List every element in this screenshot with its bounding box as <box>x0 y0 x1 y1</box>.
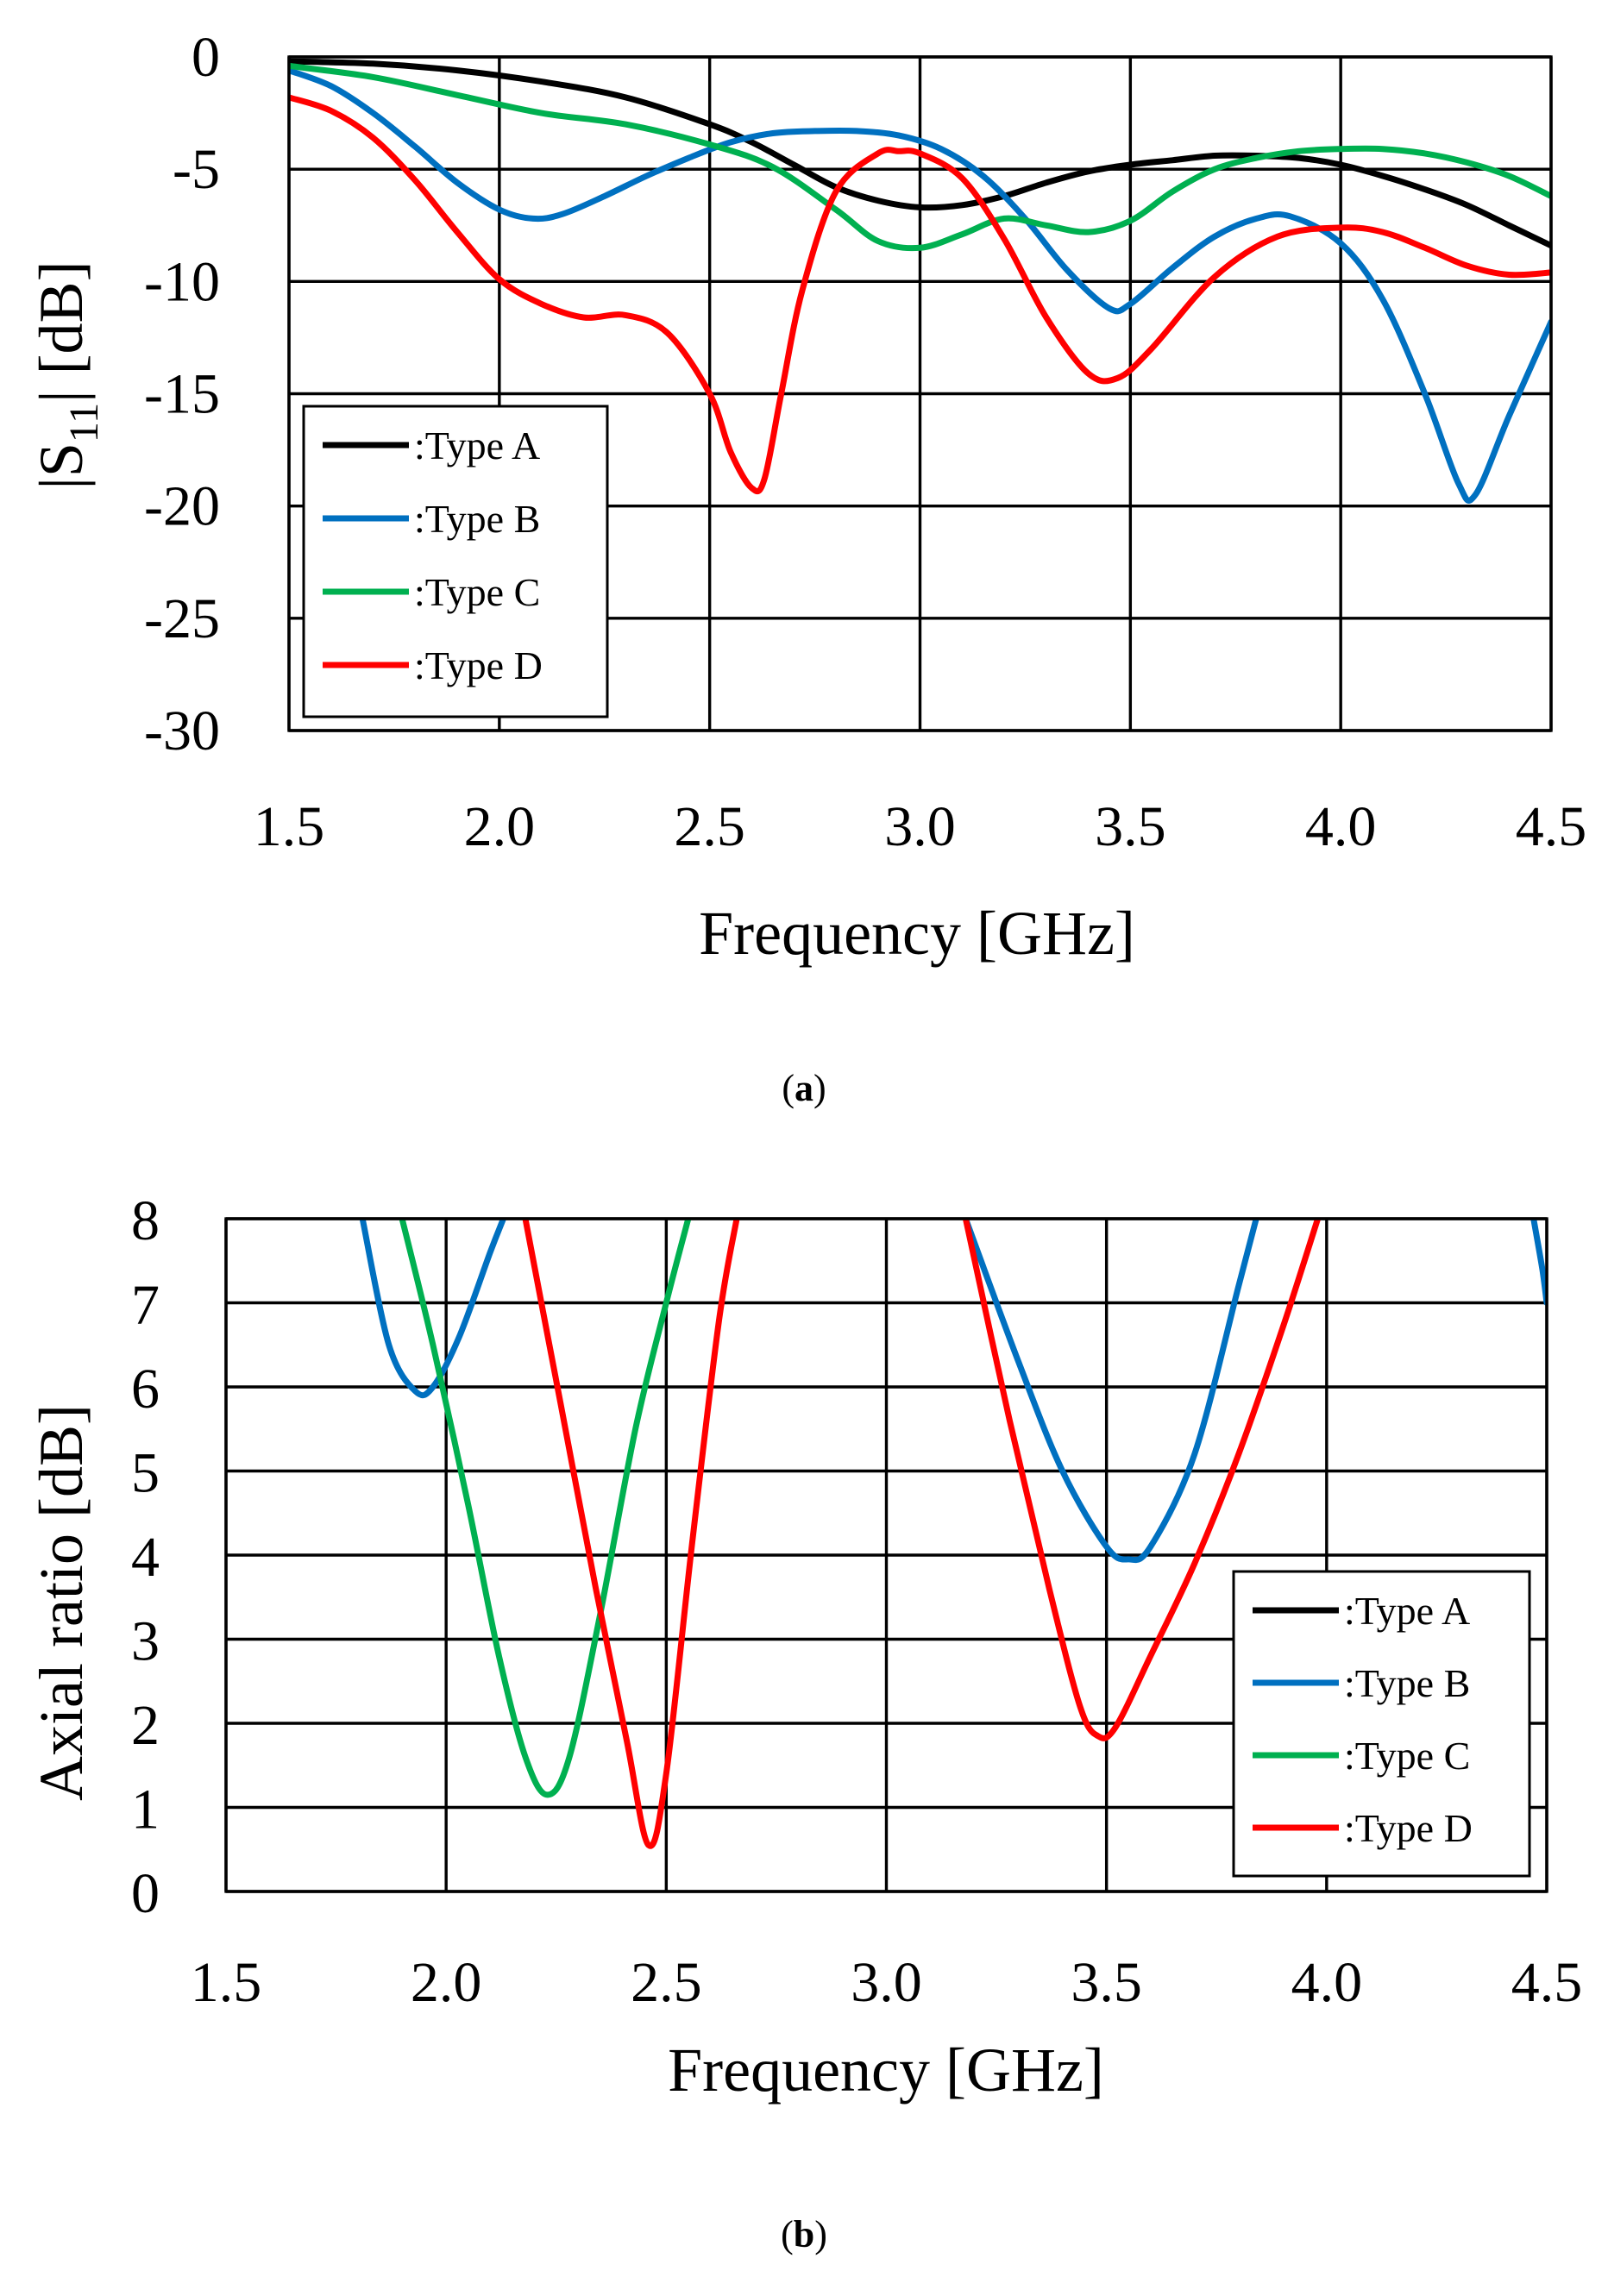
legend-label: :Type A <box>414 423 540 467</box>
plot-frame-b <box>224 1217 1548 1893</box>
y-axis-title-a-main: |S <box>27 442 96 489</box>
legend-label: :Type B <box>414 497 540 541</box>
y-tick-label: 3 <box>131 1610 160 1673</box>
y-tick-label: -15 <box>144 363 220 426</box>
y-tick-label: -5 <box>173 138 220 201</box>
y-tick-label: -20 <box>144 475 220 538</box>
y-tick-label: -25 <box>144 587 220 650</box>
y-axis-title-a-subscript: 11 <box>61 403 107 442</box>
caption-a: (a) <box>782 1067 826 1109</box>
legend-label: :Type B <box>1344 1661 1470 1705</box>
x-tick-label: 3.5 <box>1095 795 1166 858</box>
legend-label: :Type D <box>414 643 543 687</box>
x-tick-label: 4.0 <box>1305 795 1377 858</box>
y-tick-label: 6 <box>131 1358 160 1421</box>
x-tick-label: 1.5 <box>254 795 325 858</box>
x-tick-label: 2.0 <box>411 1951 482 2014</box>
y-tick-label: -10 <box>144 250 220 313</box>
series-typed-line-1 <box>962 1219 1322 1741</box>
y-tick-label: 8 <box>131 1189 160 1252</box>
series-typeb-line-0 <box>359 1219 506 1399</box>
x-tick-label: 3.5 <box>1071 1951 1142 2014</box>
x-axis-title-b: Frequency [GHz] <box>668 2036 1104 2105</box>
y-axis-title-a: |S11| [dB] <box>27 260 107 489</box>
series-group-b <box>359 1219 1547 1849</box>
x-tick-labels-a: 1.5 2.0 2.5 3.0 3.5 4.0 4.5 <box>254 795 1587 858</box>
legend-label: :Type C <box>414 570 540 614</box>
legend-label: :Type D <box>1344 1806 1473 1850</box>
y-axis-title-b: Axial ratio [dB] <box>27 1404 96 1801</box>
y-tick-label: 7 <box>131 1274 160 1337</box>
series-typec-line <box>399 1219 692 1798</box>
x-tick-label: 4.5 <box>1516 795 1587 858</box>
series-typeb-line-2 <box>1530 1219 1547 1306</box>
series-typed-line <box>289 94 1551 495</box>
x-tick-label: 3.0 <box>884 795 956 858</box>
x-tick-label: 3.0 <box>851 1951 922 2014</box>
y-tick-label: 4 <box>131 1526 160 1589</box>
y-tick-label: 0 <box>131 1862 160 1925</box>
x-tick-label: 4.0 <box>1291 1951 1363 2014</box>
series-group-a <box>289 58 1551 504</box>
y-tick-label: 0 <box>192 26 220 89</box>
x-tick-label: 2.5 <box>631 1951 702 2014</box>
caption-b-letter: b <box>794 2213 814 2255</box>
legend-label: :Type C <box>1344 1734 1470 1778</box>
caption-b: (b) <box>781 2213 827 2255</box>
x-axis-title-a: Frequency [GHz] <box>699 899 1135 968</box>
x-tick-label: 4.5 <box>1511 1951 1583 2014</box>
y-tick-labels-a: 0 -5 -10 -15 -20 -25 -30 <box>144 26 220 762</box>
x-tick-label: 2.0 <box>464 795 536 858</box>
series-typeb-line-1 <box>962 1219 1259 1564</box>
caption-a-letter: a <box>795 1067 813 1109</box>
x-tick-labels-b: 1.5 2.0 2.5 3.0 3.5 4.0 4.5 <box>191 1951 1583 2014</box>
legend-a: :Type A :Type B :Type C :Type D <box>302 405 609 718</box>
y-tick-label: 5 <box>131 1442 160 1505</box>
series-typeb-line <box>289 67 1551 504</box>
plot-frame-a <box>287 55 1553 732</box>
x-tick-label: 2.5 <box>674 795 745 858</box>
x-tick-label: 1.5 <box>191 1951 262 2014</box>
y-tick-label: -30 <box>144 699 220 762</box>
series-typec-line <box>289 62 1551 252</box>
legend-label: :Type A <box>1344 1589 1470 1633</box>
legend-b: :Type A :Type B :Type C :Type D <box>1232 1570 1531 1878</box>
chart-panel-a: 1.5 2.0 2.5 3.0 3.5 4.0 4.5 0 -5 -10 -15 -20 -25 -30… <box>27 26 1586 1109</box>
series-typed-line-0 <box>522 1219 740 1849</box>
y-tick-label: 1 <box>131 1778 160 1841</box>
y-tick-label: 2 <box>131 1694 160 1757</box>
chart-panel-b: 1.5 2.0 2.5 3.0 3.5 4.0 4.5 8 7 6 5 4 3 2 1 0 Frequenc… <box>27 1189 1582 2255</box>
y-tick-labels-b: 8 7 6 5 4 3 2 1 0 <box>131 1189 160 1925</box>
y-axis-title-a-tail: | [dB] <box>27 260 96 402</box>
